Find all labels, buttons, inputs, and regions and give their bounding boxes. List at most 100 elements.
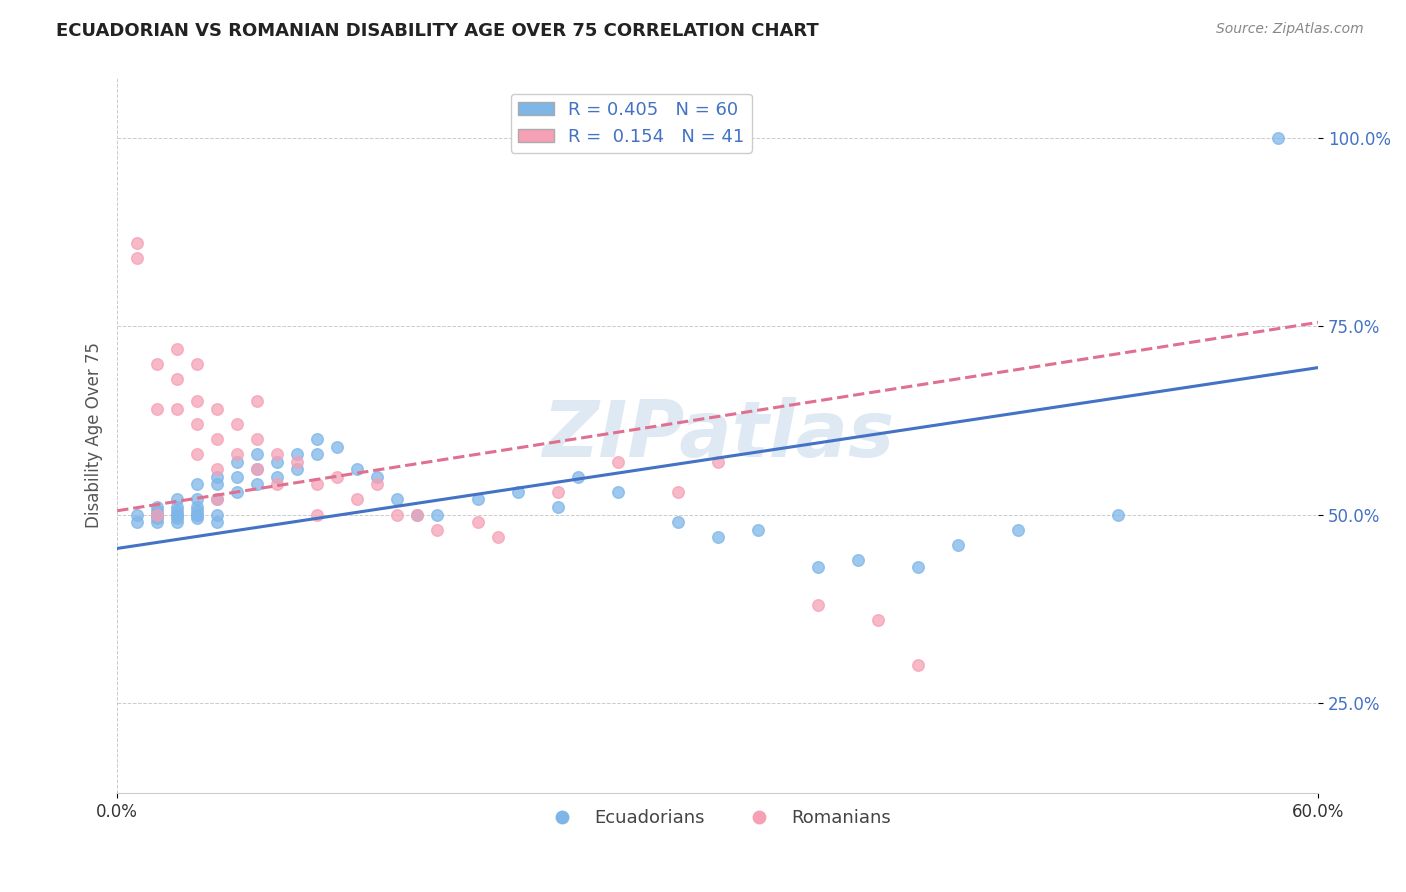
Point (146, 508, 169, 522)
Point (285, 455, 308, 469)
Point (226, 447, 249, 461)
Point (207, 492, 229, 507)
Point (166, 372, 188, 386)
Point (226, 455, 249, 469)
Point (186, 504, 208, 518)
Point (406, 508, 429, 522)
Point (207, 508, 229, 522)
Point (307, 447, 329, 461)
Point (186, 357, 208, 371)
Point (1267, 130, 1289, 145)
Point (567, 470, 589, 484)
Point (246, 432, 269, 446)
Point (127, 515, 149, 529)
Point (166, 504, 188, 518)
Point (946, 538, 969, 552)
Point (285, 447, 308, 461)
Point (426, 508, 449, 522)
Point (207, 477, 229, 491)
Point (166, 508, 188, 522)
Point (207, 402, 229, 417)
Point (186, 508, 208, 522)
Point (127, 508, 149, 522)
Point (186, 508, 208, 522)
Point (207, 492, 229, 507)
Point (186, 417, 208, 431)
Point (387, 492, 409, 507)
Point (146, 402, 169, 417)
Point (186, 511, 208, 525)
Point (285, 462, 308, 476)
Point (266, 455, 288, 469)
Point (146, 511, 169, 525)
Point (266, 470, 288, 484)
Point (186, 492, 208, 507)
Point (207, 470, 229, 484)
Point (907, 560, 929, 574)
Point (207, 515, 229, 529)
Legend: Ecuadorians, Romanians: Ecuadorians, Romanians (537, 802, 898, 834)
Point (127, 236, 149, 251)
Point (166, 508, 188, 522)
Point (146, 357, 169, 371)
Point (246, 477, 269, 491)
Point (866, 613, 889, 627)
Point (307, 477, 329, 491)
Point (326, 470, 349, 484)
Point (406, 508, 429, 522)
Point (366, 470, 388, 484)
Point (326, 440, 349, 454)
Point (246, 462, 269, 476)
Point (166, 402, 188, 417)
Point (246, 462, 269, 476)
Point (467, 515, 489, 529)
Point (807, 598, 830, 612)
Point (226, 417, 249, 431)
Point (307, 508, 329, 522)
Point (266, 477, 288, 491)
Point (366, 477, 388, 491)
Point (547, 484, 569, 499)
Point (846, 553, 869, 567)
Point (166, 492, 188, 507)
Point (166, 511, 188, 525)
Point (387, 508, 409, 522)
Point (486, 530, 509, 544)
Point (166, 342, 188, 356)
Point (307, 432, 329, 446)
Point (127, 252, 149, 266)
Point (1007, 523, 1029, 537)
Point (346, 492, 368, 507)
Point (186, 394, 208, 409)
Point (186, 477, 208, 491)
Point (166, 500, 188, 514)
Point (186, 447, 208, 461)
Point (186, 500, 208, 514)
Point (666, 515, 689, 529)
Point (506, 484, 529, 499)
Point (207, 462, 229, 476)
Point (606, 484, 628, 499)
Text: Source: ZipAtlas.com: Source: ZipAtlas.com (1216, 22, 1364, 37)
Point (706, 455, 728, 469)
Point (747, 523, 769, 537)
Point (146, 508, 169, 522)
Point (346, 462, 368, 476)
Point (266, 447, 288, 461)
Y-axis label: Disability Age Over 75: Disability Age Over 75 (86, 343, 103, 528)
Point (146, 508, 169, 522)
Text: ECUADORIAN VS ROMANIAN DISABILITY AGE OVER 75 CORRELATION CHART: ECUADORIAN VS ROMANIAN DISABILITY AGE OV… (56, 22, 818, 40)
Point (467, 492, 489, 507)
Point (146, 515, 169, 529)
Point (166, 515, 188, 529)
Point (246, 447, 269, 461)
Point (207, 432, 229, 446)
Text: ZIPatlas: ZIPatlas (541, 398, 894, 474)
Point (907, 658, 929, 673)
Point (246, 394, 269, 409)
Point (666, 484, 689, 499)
Point (226, 470, 249, 484)
Point (606, 455, 628, 469)
Point (426, 523, 449, 537)
Point (706, 530, 728, 544)
